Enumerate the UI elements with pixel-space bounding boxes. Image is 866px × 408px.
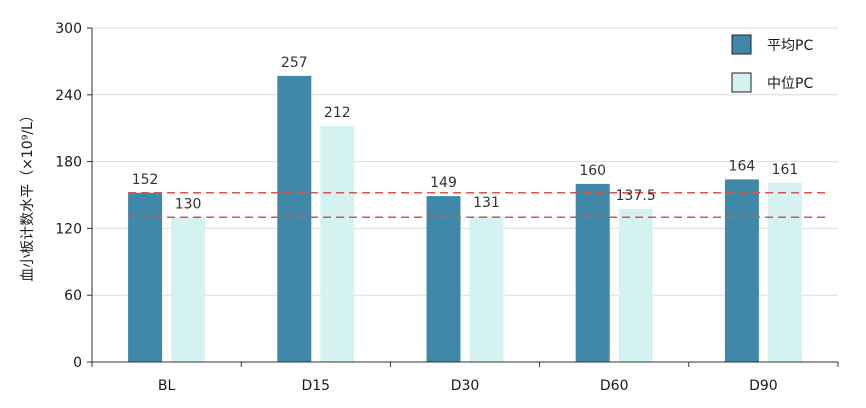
data-label: 212 [324,105,351,121]
grid-lines [92,27,838,296]
data-label: 131 [473,195,500,211]
x-tick-label: D30 [451,378,480,394]
y-tick-label: 120 [55,221,82,237]
bar [724,179,759,362]
legend-swatch [731,72,752,93]
x-tick-label: D90 [749,378,778,394]
y-tick-label: 300 [55,21,82,37]
bar [320,125,355,363]
y-tick-label: 0 [73,355,82,371]
y-tick-label: 240 [55,88,82,104]
bar [426,196,461,362]
y-tick-label: 60 [64,288,82,304]
data-label: 161 [772,162,799,178]
bar [575,183,610,362]
x-tick-label: BL [158,378,176,394]
axes [87,27,839,367]
bar [128,192,163,362]
bar [469,216,504,362]
data-label: 137.5 [616,188,656,204]
data-label: 130 [175,196,202,212]
labels: 0 60 120 180 240 300 BL 152 130 D15 257 212 D30 149 13… [55,21,798,394]
data-label: 160 [579,163,606,179]
bar [277,75,312,362]
bars [128,75,802,363]
legend-label: 平均PC [767,38,813,54]
legend-label: 中位PC [767,76,813,92]
data-label: 149 [430,175,457,191]
bar [618,208,653,362]
y-axis-title: 血小板计数水平（×10⁹/L） [20,108,36,282]
x-tick-label: D15 [301,378,330,394]
data-label: 164 [729,158,756,174]
legend: 平均PC 中位PC [731,34,813,93]
x-tick-label: D60 [600,378,629,394]
bar [767,182,802,362]
legend-swatch [731,34,752,55]
data-label: 152 [132,172,159,188]
y-tick-label: 180 [55,155,82,171]
bar [171,217,206,362]
data-label: 257 [281,55,308,71]
